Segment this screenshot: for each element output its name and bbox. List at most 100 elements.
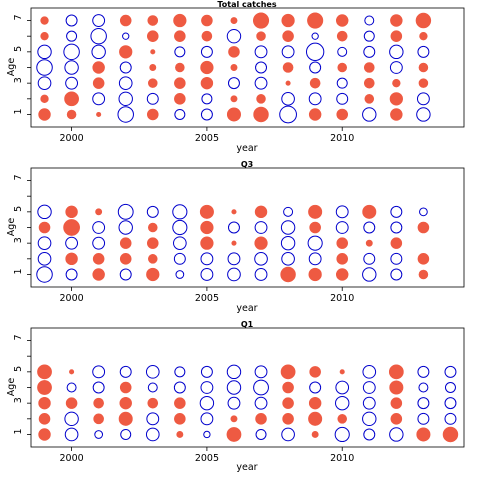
bubble-positive (174, 93, 186, 105)
bubble-negative (92, 221, 106, 234)
bubble-negative (390, 252, 403, 265)
panel-title: Q3 (241, 160, 253, 169)
bubble-negative (444, 397, 457, 410)
y-axis-label: Age (6, 378, 17, 397)
bubble-negative (92, 92, 106, 106)
panel-total-catches: Total catches 2000 2005 2010 1 3 5 7 year Age (6, 0, 465, 154)
bubble-positive (148, 254, 158, 264)
bubble-negative (200, 268, 214, 281)
bubble-negative (337, 46, 348, 57)
bubble-positive (149, 64, 157, 71)
bubble-positive (119, 381, 132, 394)
bubble-negative (362, 267, 377, 282)
bubble-negative (174, 46, 186, 58)
bubble-positive (364, 94, 375, 104)
bubble-positive (280, 364, 296, 380)
bubble-positive (308, 396, 322, 410)
bubble-positive (363, 77, 375, 89)
bubble-positive (230, 64, 238, 71)
bubble-negative (336, 77, 348, 89)
bubble-negative (92, 365, 106, 379)
bubble-positive (363, 62, 375, 73)
bubble-negative (444, 382, 456, 393)
bubble-negative (226, 28, 242, 44)
bubble-positive (96, 111, 102, 118)
bubble-negative (66, 30, 78, 42)
bubble-layer (36, 12, 432, 124)
bubble-negative (336, 92, 349, 105)
bubble-negative (146, 205, 159, 218)
y-tick-label: 7 (13, 175, 24, 181)
bubble-negative (203, 430, 211, 439)
bubble-positive (69, 369, 75, 375)
panel-q3: Q3 2000 2005 2010 1 3 5 7 year Age (6, 160, 465, 314)
bubble-negative (172, 219, 188, 236)
bubble-positive (147, 30, 159, 42)
bubble-positive (254, 205, 268, 219)
bubble-negative (146, 412, 160, 426)
bubble-negative (94, 430, 104, 439)
bubble-positive (308, 411, 323, 426)
bubble-negative (308, 92, 322, 106)
bubble-negative (199, 395, 215, 411)
bubble-positive (199, 204, 214, 219)
bubble-negative (363, 428, 376, 441)
bubble-positive (200, 236, 214, 250)
bubble-positive (281, 13, 295, 28)
bubble-positive (417, 253, 430, 265)
x-axis-label: year (236, 303, 257, 314)
panel-q1: Q1 2000 2005 2010 1 3 5 7 year Age (6, 320, 465, 473)
bubble-negative (254, 365, 268, 379)
bubble-positive (228, 46, 240, 58)
bubble-negative (200, 365, 213, 378)
bubble-negative (226, 364, 242, 380)
bubble-positive (200, 220, 214, 235)
bubble-positive (119, 396, 132, 410)
y-tick-label: 3 (13, 397, 24, 403)
bubble-negative (419, 207, 428, 217)
bubble-negative (254, 268, 268, 281)
bubble-negative (254, 251, 268, 266)
bubble-negative (92, 236, 106, 250)
bubble-positive (362, 204, 377, 219)
bubble-positive (230, 95, 238, 103)
bubble-negative (334, 426, 350, 443)
bubble-positive (415, 12, 432, 29)
bubble-positive (119, 14, 132, 27)
bubble-positive (336, 237, 348, 249)
bubble-negative (173, 381, 186, 394)
bubble-positive (256, 94, 266, 104)
bubble-positive (173, 13, 187, 28)
bubble-negative (417, 365, 430, 378)
bubble-positive (282, 30, 294, 42)
bubble-negative (118, 220, 133, 235)
bubble-negative (416, 92, 430, 106)
bubble-positive (282, 413, 294, 425)
bubble-positive (392, 78, 401, 88)
x-tick-label: 2000 (60, 133, 84, 144)
bubble-positive (282, 62, 294, 73)
bubble-negative (363, 45, 376, 58)
bubble-positive (147, 108, 159, 121)
bubble-negative (227, 252, 241, 266)
bubble-negative (281, 91, 295, 106)
bubble-negative (147, 382, 158, 393)
y-tick-label: 7 (13, 335, 24, 341)
bubble-positive (308, 204, 323, 219)
bubble-positive (230, 17, 238, 24)
bubble-positive (146, 267, 160, 282)
x-tick-label: 2010 (330, 293, 354, 304)
bubble-positive (92, 268, 105, 281)
bubble-negative (145, 365, 160, 379)
bubble-negative (418, 382, 429, 393)
bubble-negative (363, 252, 376, 265)
bubble-negative (444, 412, 457, 425)
bubble-positive (92, 61, 105, 74)
bubble-negative (281, 427, 295, 442)
bubble-positive (390, 237, 403, 249)
bubble-negative (308, 252, 322, 266)
y-tick-label: 5 (13, 366, 24, 372)
bubble-negative (335, 395, 350, 411)
bubble-positive (63, 219, 80, 236)
bubble-positive (388, 364, 404, 380)
